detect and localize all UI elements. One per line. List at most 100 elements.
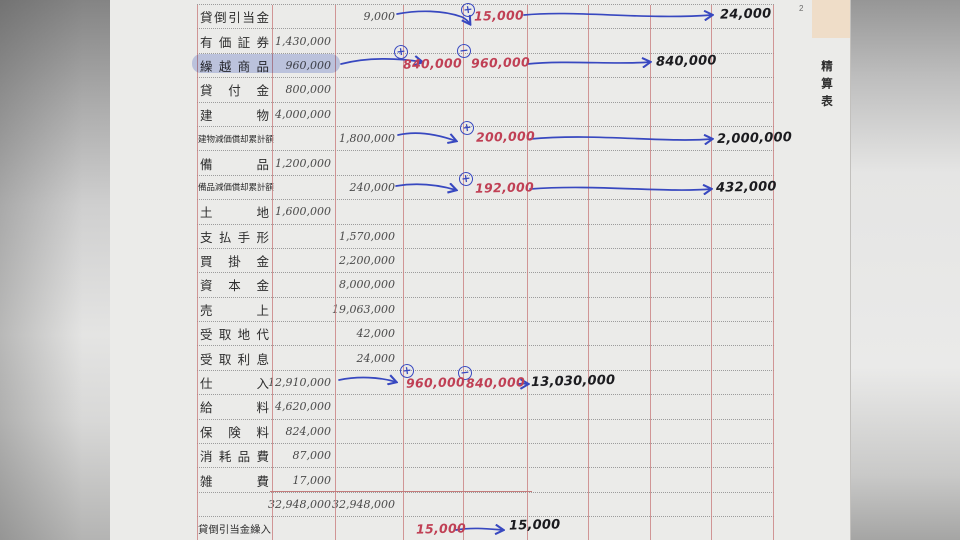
account-name: 備品減価償却累計額 bbox=[198, 182, 274, 193]
account-name: 土地 bbox=[200, 206, 269, 221]
trial-balance-credit: 2,200,000 bbox=[339, 254, 395, 268]
account-name: 受取地代 bbox=[200, 328, 269, 343]
account-name: 資本金 bbox=[200, 279, 269, 294]
account-name: 支払手形 bbox=[200, 230, 269, 245]
ink-result-value: 15,000 bbox=[508, 517, 561, 534]
trial-balance-credit: 1,570,000 bbox=[339, 229, 395, 243]
account-row: 保険料 824,000 bbox=[197, 420, 774, 445]
trial-balance-debit bbox=[272, 346, 335, 369]
account-row: 建物減価償却累計額 1,800,000 bbox=[197, 127, 774, 152]
account-name: 雑費 bbox=[200, 474, 269, 489]
inventory-highlight-marker bbox=[192, 54, 340, 73]
trial-balance-credit bbox=[335, 78, 403, 101]
trial-balance-credit bbox=[335, 517, 403, 540]
trial-balance-credit: 32,948,000 bbox=[332, 498, 395, 511]
account-row: 仕入 12,910,000 bbox=[197, 371, 774, 396]
account-row: 受取地代 42,000 bbox=[197, 322, 774, 347]
account-row: 買掛金 2,200,000 bbox=[197, 249, 774, 274]
trial-balance-credit bbox=[335, 395, 403, 418]
column-line bbox=[527, 5, 528, 540]
trial-balance-credit: 19,063,000 bbox=[332, 302, 395, 316]
trial-balance-credit bbox=[335, 420, 403, 443]
trial-balance-debit: 12,910,000 bbox=[268, 376, 331, 390]
worksheet-rows: 貸倒引当金 9,000 有価証券 1,430,000 繰越商品 960,000 貸付金 800… bbox=[197, 5, 774, 540]
ink-result-value: 2,000,000 bbox=[716, 130, 793, 147]
trial-balance-debit: 824,000 bbox=[285, 424, 332, 438]
account-name: 受取利息 bbox=[200, 352, 269, 367]
account-row: 備品減価償却累計額 240,000 bbox=[197, 176, 774, 201]
trial-balance-debit bbox=[272, 249, 335, 272]
trial-balance-credit: 8,000,000 bbox=[339, 278, 395, 292]
trial-balance-credit: 240,000 bbox=[349, 180, 396, 194]
worksheet-table: 貸倒引当金 9,000 有価証券 1,430,000 繰越商品 960,000 貸付金 800… bbox=[197, 4, 774, 540]
trial-balance-credit: 9,000 bbox=[363, 10, 396, 24]
account-name: 消耗品費 bbox=[200, 450, 269, 465]
trial-balance-credit bbox=[335, 151, 403, 174]
account-row: 土地 1,600,000 bbox=[197, 200, 774, 225]
trial-balance-debit: 1,600,000 bbox=[275, 205, 331, 219]
ink-adjustment-value: 200,000 bbox=[475, 128, 536, 145]
trial-balance-debit: 1,430,000 bbox=[275, 34, 331, 48]
trial-balance-debit bbox=[272, 273, 335, 296]
account-name: 備品 bbox=[200, 157, 269, 172]
account-row: 備品 1,200,000 bbox=[197, 151, 774, 176]
account-row: 支払手形 1,570,000 bbox=[197, 225, 774, 249]
trial-balance-debit bbox=[272, 5, 335, 28]
trial-balance-debit bbox=[272, 225, 335, 248]
account-name: 貸倒引当金 bbox=[200, 11, 269, 26]
account-row: 雑費 17,000 bbox=[197, 468, 774, 493]
account-row: 貸付金 800,000 bbox=[197, 78, 774, 103]
account-row: 貸倒引当金 9,000 bbox=[197, 5, 774, 30]
account-row: 消耗品費 87,000 bbox=[197, 444, 774, 469]
right-gradient-edge bbox=[850, 0, 960, 540]
ink-adjustment-value: 960,000 bbox=[470, 54, 531, 71]
totals-row: 32,948,000 32,948,000 bbox=[197, 493, 774, 518]
trial-balance-debit: 800,000 bbox=[285, 83, 332, 97]
ink-adjustment-value: 840,000 bbox=[465, 374, 526, 391]
ink-adjustment-value: 192,000 bbox=[474, 179, 535, 196]
column-line bbox=[773, 5, 774, 540]
account-name: 建物 bbox=[200, 108, 269, 123]
trial-balance-debit bbox=[272, 322, 335, 345]
account-name: 保険料 bbox=[200, 425, 269, 440]
trial-balance-debit bbox=[272, 298, 335, 321]
trial-balance-debit bbox=[272, 176, 335, 199]
left-gradient-edge bbox=[0, 0, 110, 540]
ink-adjustment-value: 840,000 bbox=[402, 55, 463, 72]
trial-balance-credit bbox=[335, 371, 403, 394]
trial-balance-credit bbox=[335, 200, 403, 223]
page-marker: 2 bbox=[799, 4, 804, 13]
account-name: 売上 bbox=[200, 303, 269, 318]
trial-balance-debit: 32,948,000 bbox=[268, 498, 331, 511]
account-name: 有価証券 bbox=[200, 35, 269, 50]
account-name: 建物減価償却累計額 bbox=[198, 133, 274, 144]
column-line bbox=[335, 5, 336, 540]
column-line bbox=[463, 5, 464, 540]
account-name: 貸倒引当金繰入 bbox=[198, 525, 271, 537]
account-name: 買掛金 bbox=[200, 255, 269, 270]
column-line bbox=[403, 5, 404, 540]
account-row: 貸倒引当金繰入 bbox=[197, 517, 774, 540]
account-name: 仕入 bbox=[200, 377, 269, 392]
trial-balance-debit: 4,620,000 bbox=[275, 400, 331, 414]
trial-balance-debit: 17,000 bbox=[292, 473, 332, 487]
ink-adjustment-value: 960,000 bbox=[405, 374, 466, 391]
trial-balance-credit: 42,000 bbox=[356, 327, 396, 341]
account-row: 建物 4,000,000 bbox=[197, 103, 774, 127]
totals-ruled-line bbox=[270, 491, 532, 493]
column-line bbox=[588, 5, 589, 540]
trial-balance-credit: 24,000 bbox=[356, 351, 396, 365]
account-name bbox=[197, 493, 272, 516]
column-line bbox=[272, 5, 273, 540]
trial-balance-debit: 87,000 bbox=[292, 449, 332, 463]
trial-balance-credit bbox=[335, 29, 403, 52]
ink-result-value: 13,030,000 bbox=[530, 372, 616, 391]
ink-result-value: 840,000 bbox=[655, 53, 717, 70]
trial-balance-debit bbox=[272, 517, 335, 540]
ink-result-value: 432,000 bbox=[715, 179, 777, 196]
chapter-tab bbox=[812, 0, 850, 38]
ink-adjustment-value: 15,000 bbox=[415, 520, 467, 537]
column-line bbox=[711, 5, 712, 540]
trial-balance-credit bbox=[335, 54, 403, 77]
